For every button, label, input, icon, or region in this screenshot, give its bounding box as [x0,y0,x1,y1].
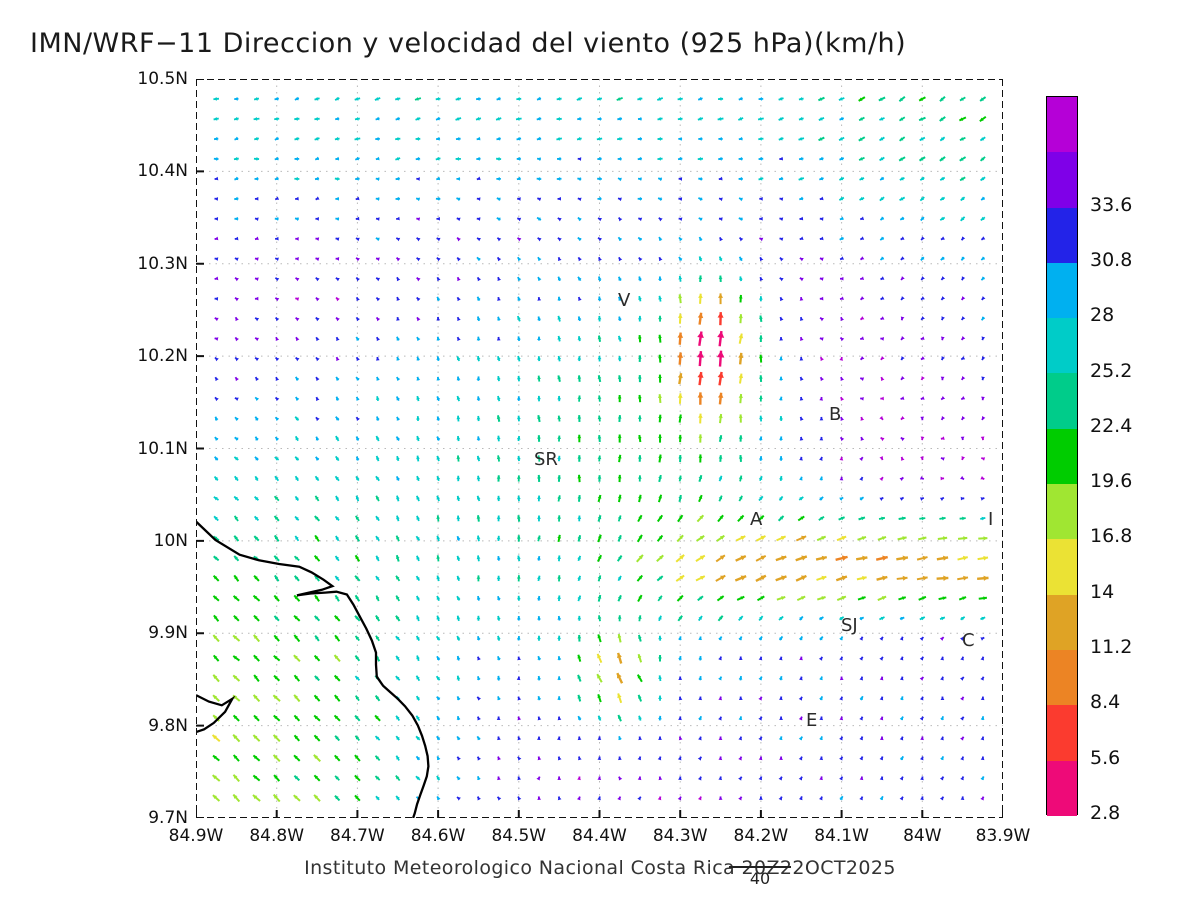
colorbar-band-5 [1047,373,1077,429]
colorbar-tick-8.4: 8.4 [1090,691,1121,714]
colorbar-band-9 [1047,594,1077,650]
map-label-C: C [962,630,975,651]
y-tick-9.8N: 9.8N [148,715,188,736]
vector-field-canvas [196,79,1003,818]
y-tick-9.9N: 9.9N [148,623,188,644]
colorbar-band-6 [1047,428,1077,485]
coastline-peninsula [196,694,236,734]
map-label-V: V [618,290,631,311]
colorbar-band-1 [1047,152,1077,208]
reference-vector-label: 40 [749,869,771,888]
x-tick-83.9W: 83.9W [975,826,1031,846]
colorbar-tick-30.8: 30.8 [1090,248,1133,271]
colorbar-tick-25.2: 25.2 [1090,359,1133,382]
map-label-B: B [829,404,842,425]
y-tick-10.4N: 10.4N [137,161,188,182]
x-tick-84.3W: 84.3W [652,826,708,846]
reference-vector-line [729,866,791,868]
colorbar-tick-22.4: 22.4 [1090,414,1133,437]
map-label-E: E [806,710,818,731]
x-tick-84.4W: 84.4W [572,826,627,846]
colorbar-band-4 [1047,318,1077,374]
map-label-A: A [750,509,763,530]
y-tick-10.3N: 10.3N [137,253,188,274]
colorbar-tick-5.6: 5.6 [1090,746,1121,769]
colorbar-tick-2.8: 2.8 [1090,802,1121,824]
colorbar-tick-11.2: 11.2 [1090,636,1133,659]
colorbar-tick-19.6: 19.6 [1090,470,1133,493]
colorbar-band-0 [1047,97,1077,153]
reference-vector: 40 [700,866,820,888]
plot-frame [196,79,1003,818]
y-tick-10.5N: 10.5N [137,69,188,89]
colorbar-band-8 [1047,539,1077,595]
x-tick-84.1W: 84.1W [814,826,869,846]
page-title: IMN/WRF−11 Direccion y velocidad del vie… [30,28,907,59]
x-tick-84.9W: 84.9W [168,826,224,846]
x-tick-84.2W: 84.2W [733,826,789,846]
colorbar-tick-16.8: 16.8 [1090,525,1133,548]
x-tick-84.6W: 84.6W [410,826,466,846]
colorbar-band-12 [1047,760,1077,816]
wind-vectors [211,95,989,803]
x-tick-84.8W: 84.8W [249,826,305,846]
colorbar-tick-14: 14 [1090,580,1115,603]
colorbar [1046,96,1078,816]
x-tick-84.7W: 84.7W [330,826,385,846]
x-tick-84W: 84W [903,826,942,846]
colorbar-band-11 [1047,705,1077,761]
y-tick-10N: 10N [153,530,188,551]
colorbar-band-3 [1047,262,1077,319]
footer-credit: Instituto Meteorologico Nacional Costa R… [304,857,896,879]
y-tick-10.2N: 10.2N [137,346,188,367]
map-label-SJ: SJ [841,615,858,636]
colorbar-tick-33.6: 33.6 [1090,193,1133,216]
y-tick-9.7N: 9.7N [148,808,188,828]
colorbar-tick-28: 28 [1090,304,1115,327]
colorbar-band-2 [1047,207,1077,263]
colorbar-band-10 [1047,649,1077,706]
map-label-SR: SR [534,449,558,470]
y-tick-10.1N: 10.1N [137,438,188,459]
map-label-I: I [988,509,994,530]
wind-vector-plot [196,79,1003,818]
x-tick-84.5W: 84.5W [491,826,547,846]
coastline [196,520,430,818]
colorbar-band-7 [1047,484,1077,540]
